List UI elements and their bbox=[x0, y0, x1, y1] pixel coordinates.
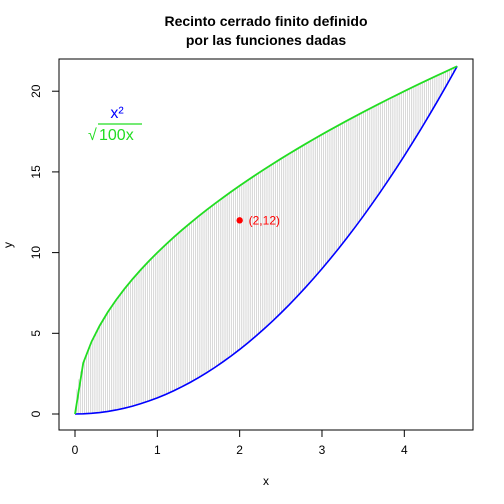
chart-title-line1: Recinto cerrado finito definido bbox=[164, 13, 367, 29]
data-point-label: (2,12) bbox=[249, 213, 280, 227]
y-tick-label: 10 bbox=[29, 246, 43, 260]
point-group: (2,12) bbox=[236, 213, 280, 227]
x-tick-label: 3 bbox=[319, 443, 326, 457]
x-tick-label: 1 bbox=[154, 443, 161, 457]
x-tick-label: 4 bbox=[401, 443, 408, 457]
x-axis-label: x bbox=[263, 474, 269, 488]
y-tick-label: 5 bbox=[29, 330, 43, 337]
series-line-x-squared bbox=[74, 65, 458, 415]
region-hatching bbox=[76, 67, 456, 414]
data-point-2-12 bbox=[236, 217, 243, 224]
y-axis: 0 5 10 15 20 bbox=[29, 84, 60, 417]
y-tick-label: 20 bbox=[29, 84, 43, 98]
legend-entry-x-squared: x² bbox=[110, 105, 124, 122]
x-tick-label: 0 bbox=[72, 443, 79, 457]
chart-title-line2: por las funciones dadas bbox=[186, 32, 346, 48]
y-tick-label: 0 bbox=[29, 410, 43, 417]
plot-area bbox=[74, 65, 458, 415]
x-tick-label: 2 bbox=[236, 443, 243, 457]
legend-entry-sqrt-radical: √ bbox=[88, 127, 97, 144]
legend: x² √ 100x bbox=[88, 105, 142, 144]
y-axis-label: y bbox=[1, 242, 15, 248]
series-line-sqrt-100x bbox=[74, 65, 458, 415]
y-tick-label: 15 bbox=[29, 165, 43, 179]
legend-entry-sqrt-body: 100x bbox=[99, 127, 134, 144]
x-axis: 0 1 2 3 4 bbox=[72, 429, 408, 457]
